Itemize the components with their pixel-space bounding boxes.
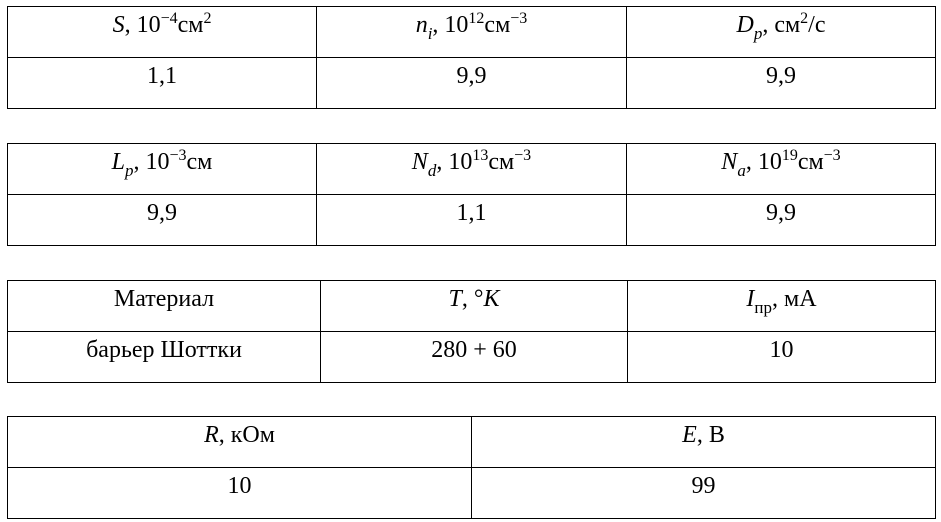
data-cell: 10 [7,467,472,519]
header-text: 13 [472,147,489,164]
header-text: E [682,422,697,448]
header-text: , см [762,12,801,38]
header-text: N [721,149,738,175]
header-text: пр [754,298,773,317]
data-cell: барьер Шоттки [7,331,321,383]
header-text: S [112,12,125,38]
header-cell: Iпр, мА [627,280,936,332]
header-text: , 10 [133,149,170,175]
table: S, 10−4см2 ni, 1012см−3 Dp, см2/с 1,1 9,9 9,9 [7,6,936,109]
header-text: см [488,149,515,175]
table: Lp, 10−3см Nd, 1013см−3 Na, 1019см−3 9,9 1,1… [7,143,936,246]
header-text: 2 [800,10,809,27]
header-text: 2 [203,10,212,27]
header-text: , 10 [124,12,161,38]
header-text: I [746,286,755,312]
header-text: см [797,149,824,175]
header-text: T [448,286,462,312]
header-text: , 10 [432,12,469,38]
data-row: 10 99 [7,467,936,519]
data-cell: 9,9 [626,194,936,246]
table: Материал T, °K Iпр, мА барьер Шоттки 280 + 6… [7,280,936,383]
header-text: см [186,149,213,175]
table: R, кОм E, В 10 99 [7,416,936,519]
data-cell: 9,9 [316,57,627,109]
header-cell: T, °K [320,280,628,332]
header-text: см [484,12,511,38]
header-text: см [177,12,204,38]
header-text: /с [808,12,826,38]
header-row: Lp, 10−3см Nd, 1013см−3 Na, 1019см−3 [7,143,936,195]
header-text: , 10 [745,149,782,175]
header-text: −4 [160,10,178,27]
header-cell: Lp, 10−3см [7,143,317,195]
header-row: Материал T, °K Iпр, мА [7,280,936,332]
header-text: n [415,12,428,38]
header-text: , 10 [436,149,473,175]
header-text: , ° [461,286,484,312]
data-cell: 280 + 60 [320,331,628,383]
header-text: R [204,422,219,448]
data-cell: 9,9 [626,57,936,109]
header-text: 12 [468,10,485,27]
data-cell: 10 [627,331,936,383]
header-text: −3 [514,147,532,164]
data-cell: 9,9 [7,194,317,246]
data-cell: 1,1 [316,194,627,246]
header-text: D [736,12,754,38]
data-row: 9,9 1,1 9,9 [7,194,936,246]
header-text: i [427,24,433,43]
header-text: L [111,149,125,175]
header-text: N [411,149,428,175]
header-cell: E, В [471,416,936,468]
data-cell: 1,1 [7,57,317,109]
header-row: S, 10−4см2 ni, 1012см−3 Dp, см2/с [7,6,936,58]
header-cell: Материал [7,280,321,332]
header-cell: R, кОм [7,416,472,468]
header-cell: ni, 1012см−3 [316,6,627,58]
data-row: барьер Шоттки 280 + 60 10 [7,331,936,383]
header-row: R, кОм E, В [7,416,936,468]
header-text: K [483,286,500,312]
header-text: −3 [823,147,841,164]
header-text: , мА [772,286,817,312]
header-text: −3 [510,10,528,27]
header-text: p [124,161,134,180]
header-text: , В [696,422,725,448]
header-cell: Nd, 1013см−3 [316,143,627,195]
header-cell: Na, 1019см−3 [626,143,936,195]
header-text: 19 [781,147,798,164]
header-text: p [753,24,763,43]
header-text: d [427,161,437,180]
header-text: −3 [169,147,187,164]
data-row: 1,1 9,9 9,9 [7,57,936,109]
header-text: a [737,161,746,180]
header-text: Материал [113,286,215,312]
header-cell: Dp, см2/с [626,6,936,58]
header-cell: S, 10−4см2 [7,6,317,58]
data-cell: 99 [471,467,936,519]
header-text: , кОм [218,422,275,448]
